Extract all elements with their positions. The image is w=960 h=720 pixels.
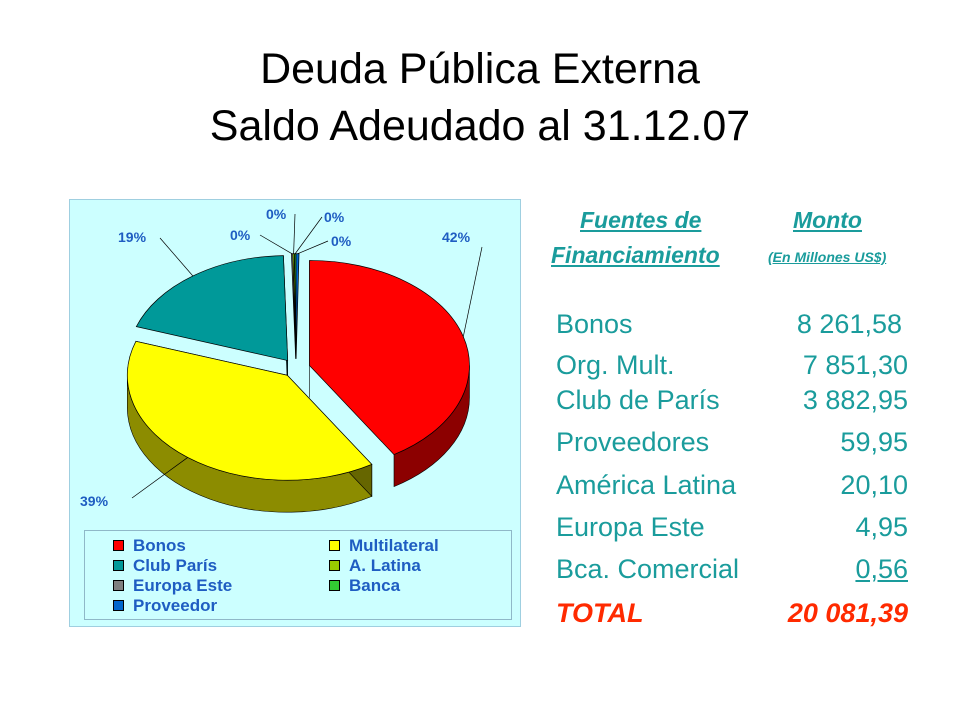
data-label-banca: 0%	[324, 209, 345, 225]
legend-label: Bonos	[133, 536, 186, 555]
row-label: Bonos	[556, 309, 633, 339]
row-label: Org. Mult.	[556, 350, 675, 380]
row-label: Europa Este	[556, 512, 705, 542]
row-label: Proveedores	[556, 427, 710, 457]
table-header-financiamiento: Financiamiento	[551, 242, 720, 268]
data-label-bonos: 42%	[442, 229, 471, 245]
row-value: 0,56	[855, 554, 908, 584]
legend-swatch-multilateral	[329, 540, 340, 551]
row-value: 20,10	[840, 470, 908, 500]
table-header-unit: (En Millones US$)	[768, 249, 887, 265]
pie-slice-multilateral	[126, 340, 373, 481]
legend-label: A. Latina	[349, 556, 421, 575]
legend-swatch-europa-este	[113, 580, 124, 591]
row-label: Bca. Comercial	[556, 554, 740, 584]
legend-label: Banca	[349, 576, 401, 595]
data-label-europa-este: 0%	[230, 227, 251, 243]
pie-chart: 42% 39% 19% 0% 0% 0% 0%	[80, 206, 483, 513]
table-row-proveedores: Proveedores 59,95	[556, 427, 908, 463]
total-value: 20 081,39	[787, 598, 908, 628]
table-row-org-mult: Org. Mult. 7 851,30	[556, 350, 908, 386]
slide-title-line2: Saldo Adeudado al 31.12.07	[209, 102, 751, 150]
table-row-america-latina: América Latina 20,10	[556, 470, 908, 506]
leader-line-bonos	[462, 246, 483, 337]
leader-line-proveedor	[297, 240, 329, 255]
row-value: 59,95	[840, 427, 908, 457]
table-row-club-paris: Club de París 3 882,95	[556, 385, 908, 421]
pie-slice-club-paris	[135, 255, 289, 361]
legend-swatch-club-paris	[113, 560, 124, 571]
data-label-a-latina: 0%	[266, 206, 287, 222]
row-label: América Latina	[556, 470, 737, 500]
leader-line-multilateral	[131, 457, 188, 499]
legend-label: Club París	[133, 556, 218, 575]
table-row-europa-este: Europa Este 4,95	[556, 512, 908, 548]
data-label-club-paris: 19%	[118, 229, 147, 245]
table-header-fuentes: Fuentes de	[580, 207, 702, 233]
leader-line-a-latina	[293, 213, 296, 254]
table-row-total: TOTAL 20 081,39	[556, 598, 908, 634]
leader-line-club-paris	[159, 237, 194, 277]
row-value: 4,95	[855, 512, 908, 542]
table-row-bonos: Bonos 8 261,58	[556, 309, 908, 345]
row-value: 8 261,58	[796, 309, 902, 339]
legend-swatch-banca	[329, 580, 340, 591]
chart-legend: Bonos Multilateral Club París A. Latina …	[84, 530, 512, 620]
row-value: 3 882,95	[802, 385, 908, 415]
legend-label: Europa Este	[133, 576, 233, 595]
leader-line-banca	[294, 216, 323, 254]
legend-swatch-proveedor	[113, 600, 124, 611]
table-row-bca-comercial: Bca. Comercial 0,56	[556, 554, 908, 590]
row-value: 7 851,30	[802, 350, 908, 380]
data-label-multilateral: 39%	[80, 493, 109, 509]
legend-swatch-bonos	[113, 540, 124, 551]
legend-swatch-a-latina	[329, 560, 340, 571]
legend-label: Multilateral	[349, 536, 439, 555]
slide-title-line1: Deuda Pública Externa	[260, 45, 700, 93]
table-header-monto: Monto	[793, 207, 862, 233]
row-label: Club de París	[556, 385, 720, 415]
leader-line-europa-este	[259, 234, 293, 255]
legend-label: Proveedor	[133, 596, 218, 615]
total-label: TOTAL	[556, 598, 644, 628]
pie-chart-panel: 42% 39% 19% 0% 0% 0% 0% Bonos Multilateral Clu…	[69, 199, 521, 627]
pie-slice-proveedor	[295, 253, 300, 359]
data-label-proveedor: 0%	[331, 233, 352, 249]
